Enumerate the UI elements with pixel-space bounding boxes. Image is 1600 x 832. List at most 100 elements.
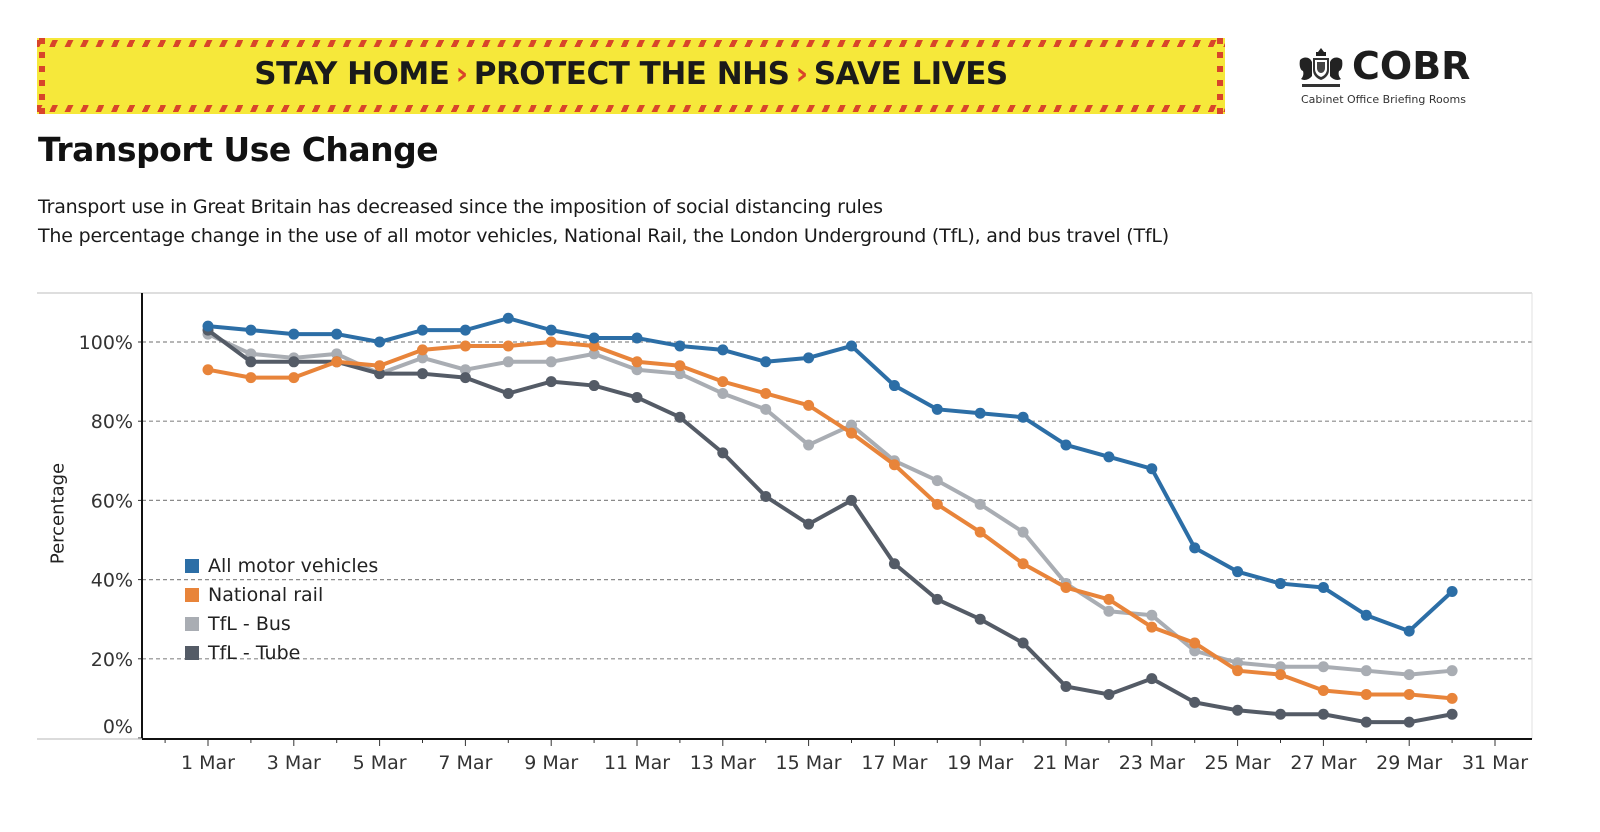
x-tick-label: 29 Mar	[1376, 752, 1442, 774]
data-point	[459, 372, 471, 384]
data-point	[846, 427, 857, 439]
data-point	[1360, 688, 1372, 700]
data-point	[245, 324, 257, 336]
slogan-part: STAY HOME	[254, 56, 450, 92]
data-point	[760, 490, 772, 502]
data-point	[459, 364, 471, 376]
page-subtitle-line-2: The percentage change in the use of all …	[38, 225, 1169, 247]
data-point	[1403, 669, 1415, 681]
data-point	[1446, 708, 1458, 720]
y-tick-label: 20%	[91, 649, 133, 671]
data-point	[1275, 708, 1286, 720]
legend-swatch	[185, 616, 199, 631]
data-point	[631, 391, 643, 403]
data-point	[288, 328, 300, 340]
data-point	[1060, 582, 1072, 594]
legend-label: National rail	[208, 583, 324, 606]
data-point	[974, 498, 986, 510]
y-tick-label: 100%	[79, 332, 133, 354]
y-tick-label: 60%	[91, 490, 133, 512]
data-point	[417, 352, 428, 364]
data-point	[717, 376, 729, 388]
data-point	[1275, 661, 1286, 673]
data-point	[974, 613, 986, 625]
data-point	[202, 320, 214, 332]
chevron-right-icon: ›	[455, 56, 468, 92]
data-point	[545, 336, 557, 348]
data-point	[1446, 665, 1458, 677]
data-point	[502, 387, 514, 399]
chart-series	[202, 312, 1458, 728]
x-tick-label: 3 Mar	[267, 752, 321, 774]
data-point	[374, 360, 386, 372]
data-point	[202, 364, 214, 376]
data-point	[502, 312, 514, 324]
series-line	[206, 340, 1455, 701]
data-point	[974, 526, 986, 538]
x-tick-label: 23 Mar	[1119, 752, 1185, 774]
x-tick-label: 11 Mar	[604, 752, 670, 774]
data-point	[1317, 582, 1329, 594]
data-point	[1446, 585, 1458, 597]
x-tick-label: 21 Mar	[1033, 752, 1099, 774]
slogan-banner: STAY HOME › PROTECT THE NHS › SAVE LIVES	[37, 38, 1225, 114]
y-tick-label: 80%	[91, 411, 133, 433]
data-point	[459, 340, 471, 352]
chart-axes	[37, 292, 1533, 740]
data-point	[1146, 673, 1158, 685]
legend-swatch	[185, 558, 199, 573]
data-point	[1103, 688, 1115, 700]
series-tfl-bus	[202, 328, 1458, 681]
data-point	[631, 356, 643, 368]
data-point	[288, 356, 300, 368]
data-point	[931, 403, 943, 415]
data-point	[1403, 688, 1415, 700]
banner-stripe-bottom	[37, 105, 1225, 112]
data-point	[588, 332, 600, 344]
data-point	[1103, 593, 1115, 605]
data-point	[1232, 566, 1244, 578]
series-all-motor-vehicles	[202, 312, 1458, 637]
data-point	[846, 494, 857, 506]
royal-crest-icon	[1299, 48, 1343, 87]
x-tick-label: 25 Mar	[1205, 752, 1271, 774]
data-point	[1232, 657, 1244, 669]
data-point	[1317, 708, 1329, 720]
legend-swatch	[185, 587, 199, 602]
banner-stripe-top	[37, 40, 1225, 47]
x-tick-label: 27 Mar	[1290, 752, 1356, 774]
chart-grid	[142, 341, 1532, 660]
data-point	[717, 344, 729, 356]
x-axis-ticks: 1 Mar 3 Mar 5 Mar 7 Mar 9 Mar 11 Mar 13 Mar 15 …	[164, 739, 1528, 774]
legend-label: TfL - Tube	[208, 641, 301, 664]
x-tick-label: 31 Mar	[1462, 752, 1528, 774]
data-point	[1403, 716, 1415, 728]
data-point	[1146, 609, 1158, 621]
x-tick-label: 5 Mar	[353, 752, 407, 774]
data-point	[1360, 609, 1372, 621]
cobr-logo: COBR Cabinet Office Briefing Rooms	[1292, 44, 1492, 114]
data-point	[888, 380, 900, 392]
data-point	[931, 475, 943, 487]
data-point	[417, 324, 428, 336]
chart-legend: All motor vehicles National rail TfL - B…	[185, 551, 378, 667]
data-point	[974, 407, 986, 419]
legend-label: All motor vehicles	[208, 554, 379, 577]
data-point	[760, 403, 772, 415]
data-point	[245, 356, 257, 368]
data-point	[1317, 661, 1329, 673]
series-national-rail	[202, 336, 1458, 704]
data-point	[417, 368, 428, 380]
data-point	[1360, 716, 1372, 728]
data-point	[674, 360, 686, 372]
data-point	[331, 348, 343, 360]
x-tick-label: 17 Mar	[861, 752, 927, 774]
data-point	[588, 380, 600, 392]
data-point	[803, 352, 815, 364]
data-point	[245, 348, 257, 360]
data-point	[1232, 665, 1244, 677]
data-point	[931, 593, 943, 605]
data-point	[674, 340, 686, 352]
data-point	[674, 368, 686, 380]
data-point	[803, 439, 815, 451]
